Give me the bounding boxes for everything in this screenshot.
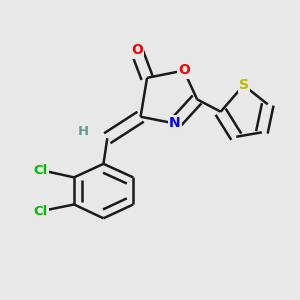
Text: S: S bbox=[238, 78, 249, 92]
Text: O: O bbox=[178, 64, 190, 77]
Text: H: H bbox=[77, 125, 88, 138]
Text: O: O bbox=[131, 44, 143, 58]
Text: N: N bbox=[169, 116, 181, 130]
Text: Cl: Cl bbox=[33, 164, 48, 176]
Text: Cl: Cl bbox=[33, 205, 48, 218]
